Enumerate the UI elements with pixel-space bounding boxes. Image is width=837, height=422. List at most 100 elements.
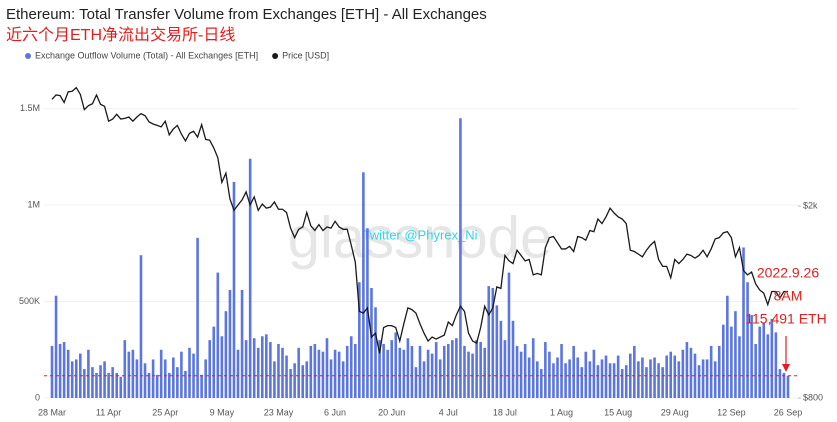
bar xyxy=(74,359,78,398)
bar xyxy=(604,355,608,398)
bar xyxy=(665,355,668,398)
bar xyxy=(216,272,220,398)
bar xyxy=(515,345,519,398)
bar xyxy=(273,361,276,398)
bar xyxy=(309,345,313,398)
bar xyxy=(378,340,381,398)
bar xyxy=(580,367,584,398)
x-tick-label: 1 Aug xyxy=(550,407,573,417)
bar xyxy=(281,347,284,398)
bar xyxy=(491,288,495,398)
bar xyxy=(742,247,745,398)
bar xyxy=(527,357,531,398)
annotation: 115,491 ETH xyxy=(745,311,826,327)
x-tick-label: 25 Apr xyxy=(152,407,178,417)
bar xyxy=(463,345,466,398)
legend-marker xyxy=(272,53,279,59)
bar xyxy=(564,363,567,398)
bar xyxy=(540,369,543,398)
bar xyxy=(228,289,232,398)
bar xyxy=(370,288,373,398)
bar xyxy=(236,349,240,398)
bar xyxy=(726,295,729,398)
bar xyxy=(495,305,499,398)
bar xyxy=(406,338,410,398)
x-tick-label: 6 Jun xyxy=(324,407,346,417)
bar xyxy=(758,326,761,398)
bar xyxy=(588,361,592,398)
bar xyxy=(252,338,256,398)
bar xyxy=(750,315,753,398)
bar xyxy=(204,359,207,398)
bar xyxy=(645,367,648,398)
bar xyxy=(544,342,547,398)
bar xyxy=(616,355,620,398)
bar xyxy=(592,349,596,398)
bar xyxy=(572,345,575,398)
y2-tick-label: $800 xyxy=(803,392,823,402)
chart-subtitle: 近六个月ETH净流出交易所-日线 xyxy=(6,26,235,44)
bar xyxy=(717,345,721,398)
bar xyxy=(353,343,357,398)
bar xyxy=(576,357,580,398)
bar xyxy=(701,359,705,398)
bar xyxy=(398,347,402,398)
bar xyxy=(192,353,195,398)
price-line xyxy=(51,86,788,354)
bar xyxy=(434,342,438,398)
bar xyxy=(358,282,361,398)
bar xyxy=(673,355,677,398)
bar xyxy=(669,351,673,398)
legend-label: Exchange Outflow Volume (Total) - All Ex… xyxy=(35,50,258,60)
x-tick-label: 29 Aug xyxy=(661,407,689,417)
bar xyxy=(362,172,365,398)
bar xyxy=(289,369,292,398)
bar xyxy=(633,345,636,398)
bar xyxy=(770,318,774,398)
bar xyxy=(467,351,470,398)
bar xyxy=(734,311,737,398)
bar xyxy=(430,353,434,398)
bar xyxy=(637,361,640,398)
legend-label: Price [USD] xyxy=(282,50,329,60)
bar xyxy=(135,359,139,398)
credit: Twitter @Phyrex_Ni xyxy=(362,227,477,242)
bar xyxy=(256,347,260,398)
bar xyxy=(483,347,487,398)
bar xyxy=(333,349,337,398)
x-tick-label: 23 May xyxy=(264,407,294,417)
bar xyxy=(91,367,94,398)
bar xyxy=(293,363,296,398)
bar xyxy=(689,347,693,398)
bar xyxy=(131,349,135,398)
x-tick-label: 12 Sep xyxy=(717,407,746,417)
bar xyxy=(414,367,418,398)
legend-marker xyxy=(25,53,31,59)
bar xyxy=(766,334,770,398)
bar xyxy=(475,340,478,398)
bar xyxy=(139,255,143,398)
bar xyxy=(83,369,86,398)
bar xyxy=(447,343,450,398)
legend: Exchange Outflow Volume (Total) - All Ex… xyxy=(25,50,329,60)
bar xyxy=(54,295,58,398)
x-tick-label: 28 Mar xyxy=(38,407,66,417)
bar xyxy=(649,359,652,398)
bar xyxy=(709,345,713,398)
bar xyxy=(390,340,393,398)
bar xyxy=(451,340,454,398)
bar xyxy=(786,375,790,398)
bar xyxy=(738,336,741,398)
bar xyxy=(127,351,131,398)
bar xyxy=(531,338,535,398)
bar xyxy=(107,372,110,398)
bar xyxy=(608,363,612,398)
bar xyxy=(313,343,317,398)
bar xyxy=(600,359,604,398)
bar xyxy=(382,343,385,398)
bar xyxy=(208,340,212,398)
bar xyxy=(774,332,778,398)
bar xyxy=(628,353,632,398)
bar xyxy=(705,359,709,398)
bar xyxy=(778,369,782,398)
